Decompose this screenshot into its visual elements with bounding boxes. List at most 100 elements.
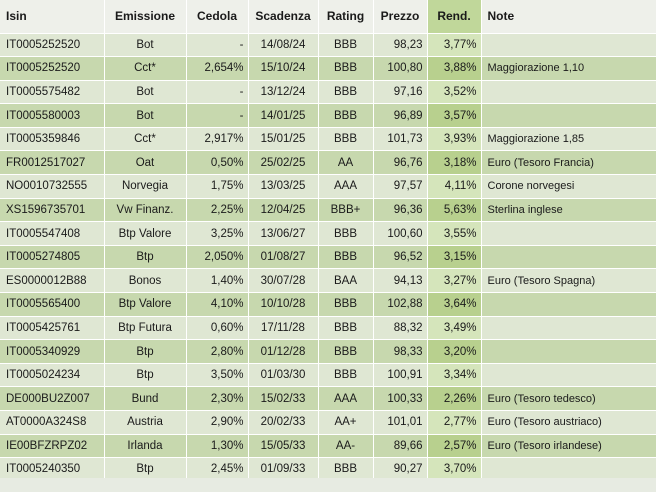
column-header-emissione: Emissione xyxy=(104,0,187,34)
cell-prezzo: 98,23 xyxy=(373,33,428,58)
cell-prezzo: 90,27 xyxy=(373,457,428,482)
cell-cedola: 2,654% xyxy=(186,56,249,81)
table-row: IT0005252520 Cct* 2,654% 15/10/24 BBB 100,80 3… xyxy=(0,56,656,81)
cell-note xyxy=(481,363,656,388)
cell-emissione: Vw Finanz. xyxy=(104,198,187,223)
cell-rendimento: 2,77% xyxy=(427,410,482,435)
cell-isin: IT0005252520 xyxy=(0,56,105,81)
cell-emissione: Austria xyxy=(104,410,187,435)
cell-emissione: Btp xyxy=(104,457,187,482)
cell-isin: IT0005024234 xyxy=(0,363,105,388)
cell-rendimento: 3,77% xyxy=(427,33,482,58)
cell-scadenza: 12/04/25 xyxy=(248,198,319,223)
cell-cedola: 2,45% xyxy=(186,457,249,482)
cell-isin: IT0005359846 xyxy=(0,127,105,152)
cell-cedola: 1,75% xyxy=(186,174,249,199)
cell-emissione: Btp Futura xyxy=(104,316,187,341)
cell-rendimento: 3,64% xyxy=(427,292,482,317)
cell-rendimento: 4,11% xyxy=(427,174,482,199)
cell-note: Maggiorazione 1,85 xyxy=(481,127,656,152)
cell-rating: BBB xyxy=(318,292,374,317)
cell-note: Sterlina inglese xyxy=(481,198,656,223)
table-row: IT0005240350 Btp 2,45% 01/09/33 BBB 90,27 3,70… xyxy=(0,457,656,482)
cell-cedola: 2,80% xyxy=(186,339,249,364)
table-body: IT0005252520 Bot -14/08/24 BBB 98,23 3,77% IT0… xyxy=(0,33,656,482)
column-header-prezzo: Prezzo xyxy=(373,0,428,34)
column-header-cedola: Cedola xyxy=(186,0,249,34)
column-header-rendimento: Rend. xyxy=(427,0,482,34)
cell-rating: BBB+ xyxy=(318,198,374,223)
cell-emissione: Bot xyxy=(104,80,187,105)
cell-isin: IT0005547408 xyxy=(0,221,105,246)
cell-rating: BBB xyxy=(318,221,374,246)
cell-scadenza: 14/08/24 xyxy=(248,33,319,58)
cell-isin: IT0005240350 xyxy=(0,457,105,482)
cell-rating: BBB xyxy=(318,56,374,81)
column-header-isin: Isin xyxy=(0,0,105,34)
cell-note: Euro (Tesoro austriaco) xyxy=(481,410,656,435)
cell-prezzo: 100,33 xyxy=(373,386,428,411)
cell-emissione: Oat xyxy=(104,150,187,176)
table-row: IT0005340929 Btp 2,80% 01/12/28 BBB 98,33 3,20… xyxy=(0,339,656,364)
cell-cedola: 1,40% xyxy=(186,268,249,294)
cell-note: Corone norvegesi xyxy=(481,174,656,199)
cell-note xyxy=(481,103,656,128)
cell-scadenza: 15/02/33 xyxy=(248,386,319,411)
cell-isin: IT0005425761 xyxy=(0,316,105,341)
cell-scadenza: 13/12/24 xyxy=(248,80,319,105)
cell-rating: AA xyxy=(318,150,374,176)
cell-rating: BBB xyxy=(318,103,374,128)
cell-emissione: Btp Valore xyxy=(104,292,187,317)
cell-scadenza: 15/05/33 xyxy=(248,434,319,459)
cell-rendimento: 3,27% xyxy=(427,268,482,294)
cell-isin: AT0000A324S8 xyxy=(0,410,105,435)
cell-rendimento: 3,88% xyxy=(427,56,482,81)
cell-isin: ES0000012B88 xyxy=(0,268,105,294)
cell-rendimento: 3,18% xyxy=(427,150,482,176)
cell-prezzo: 96,52 xyxy=(373,245,428,270)
cell-prezzo: 102,88 xyxy=(373,292,428,317)
cell-rendimento: 2,57% xyxy=(427,434,482,459)
table-header-row: Isin Emissione Cedola Scadenza Rating Pr… xyxy=(0,0,656,34)
cell-rendimento: 3,34% xyxy=(427,363,482,388)
cell-rendimento: 3,15% xyxy=(427,245,482,270)
table-row: IT0005274805 Btp 2,050% 01/08/27 BBB 96,52 3,1… xyxy=(0,245,656,270)
table-row: IT0005252520 Bot -14/08/24 BBB 98,23 3,77% xyxy=(0,33,656,58)
cell-note: Euro (Tesoro irlandese) xyxy=(481,434,656,459)
cell-rendimento: 3,49% xyxy=(427,316,482,341)
cell-note: Euro (Tesoro tedesco) xyxy=(481,386,656,411)
cell-prezzo: 88,32 xyxy=(373,316,428,341)
cell-prezzo: 97,16 xyxy=(373,80,428,105)
cell-prezzo: 101,73 xyxy=(373,127,428,152)
cell-rendimento: 3,52% xyxy=(427,80,482,105)
cell-rendimento: 3,57% xyxy=(427,103,482,128)
cell-rendimento: 3,70% xyxy=(427,457,482,482)
cell-scadenza: 25/02/25 xyxy=(248,150,319,176)
cell-emissione: Bot xyxy=(104,33,187,58)
table-row: IT0005547408 Btp Valore 3,25% 13/06/27 BBB 10… xyxy=(0,221,656,246)
table-row: XS1596735701 Vw Finanz. 2,25% 12/04/25 BBB+ 9… xyxy=(0,198,656,223)
cell-isin: IT0005252520 xyxy=(0,33,105,58)
cell-rating: BBB xyxy=(318,245,374,270)
cell-rating: BBB xyxy=(318,339,374,364)
cell-scadenza: 15/01/25 xyxy=(248,127,319,152)
cell-prezzo: 98,33 xyxy=(373,339,428,364)
cell-rendimento: 2,26% xyxy=(427,386,482,411)
cell-isin: IE00BFZRPZ02 xyxy=(0,434,105,459)
table-row: IE00BFZRPZ02 Irlanda 1,30% 15/05/33 AA- 89,66… xyxy=(0,434,656,459)
cell-prezzo: 100,60 xyxy=(373,221,428,246)
cell-isin: IT0005575482 xyxy=(0,80,105,105)
table-row: IT0005580003 Bot -14/01/25 BBB 96,89 3,57% xyxy=(0,103,656,128)
cell-scadenza: 10/10/28 xyxy=(248,292,319,317)
cell-prezzo: 101,01 xyxy=(373,410,428,435)
cell-cedola: 2,917% xyxy=(186,127,249,152)
cell-note: Maggiorazione 1,10 xyxy=(481,56,656,81)
cell-scadenza: 13/03/25 xyxy=(248,174,319,199)
cell-cedola: - xyxy=(186,103,249,128)
cell-cedola: 3,50% xyxy=(186,363,249,388)
cell-emissione: Btp xyxy=(104,363,187,388)
cell-prezzo: 100,80 xyxy=(373,56,428,81)
cell-emissione: Btp Valore xyxy=(104,221,187,246)
cell-scadenza: 01/03/30 xyxy=(248,363,319,388)
